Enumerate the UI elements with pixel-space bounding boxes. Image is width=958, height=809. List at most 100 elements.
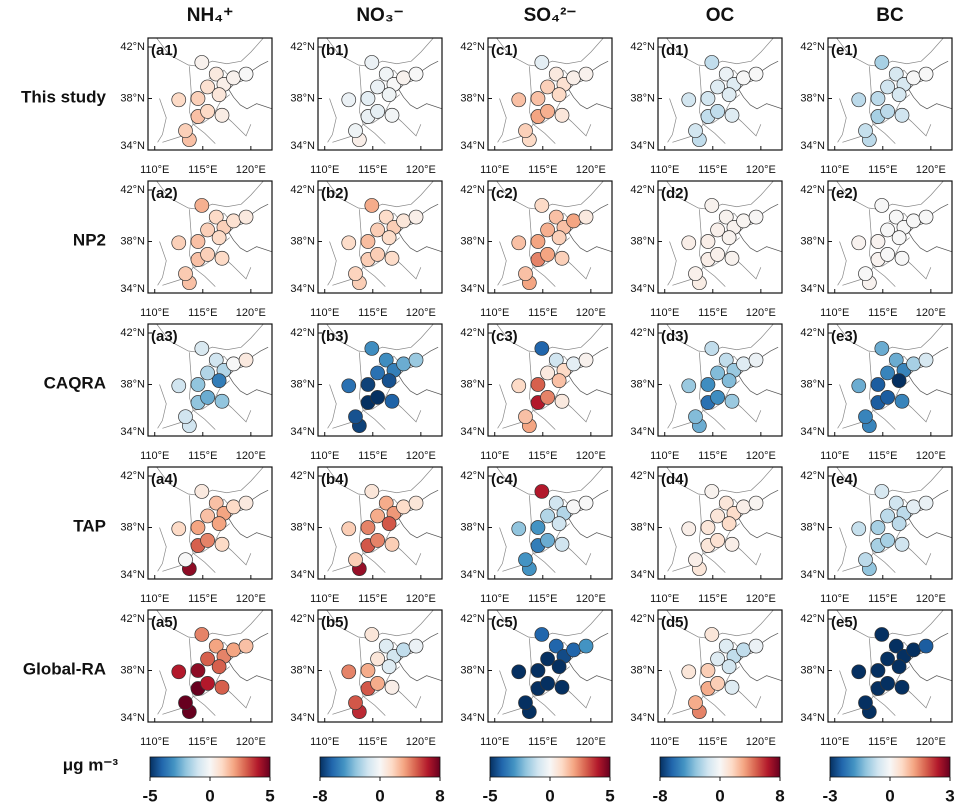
station	[200, 247, 215, 262]
station	[348, 695, 363, 711]
x-tick-label: 120°E	[576, 736, 606, 748]
colorbar-tick-label: 3	[945, 786, 954, 805]
border	[667, 384, 677, 429]
border	[702, 409, 726, 430]
station	[736, 213, 751, 229]
station	[891, 516, 907, 531]
station	[710, 104, 725, 119]
station	[540, 651, 555, 667]
map-panel: (d5) 34°N 38°N 42°N 110°E 115°E 120°E	[630, 609, 783, 748]
station	[710, 79, 725, 95]
x-tick-label: 110°E	[650, 307, 679, 319]
border	[157, 670, 167, 715]
station	[341, 378, 357, 394]
station	[551, 373, 567, 388]
station	[200, 365, 215, 381]
x-tick-label: 120°E	[576, 450, 606, 462]
station	[341, 235, 357, 251]
station	[378, 495, 394, 511]
station	[178, 552, 193, 568]
panel-frame	[487, 323, 613, 437]
station	[226, 70, 241, 86]
panel-frame	[317, 180, 443, 294]
station	[880, 508, 895, 524]
y-tick-label: 34°N	[800, 426, 825, 438]
x-tick-label: 120°E	[406, 307, 436, 319]
border	[666, 467, 774, 496]
station	[194, 627, 210, 642]
panel-frame	[317, 323, 443, 437]
y-tick-label: 38°N	[800, 378, 825, 390]
station	[200, 104, 215, 119]
station	[566, 356, 581, 372]
station	[851, 664, 867, 680]
map-panel: (c4) 34°N 38°N 42°N 110°E 115°E 120°E	[460, 466, 613, 605]
station	[681, 235, 697, 251]
station	[700, 234, 716, 249]
station	[906, 213, 921, 229]
map-panel: (c2) 34°N 38°N 42°N 110°E 115°E 120°E	[460, 180, 613, 319]
station	[906, 356, 921, 372]
y-tick-label: 42°N	[120, 327, 145, 339]
y-tick-label: 34°N	[630, 569, 655, 581]
y-tick-label: 42°N	[800, 327, 825, 339]
x-tick-label: 115°E	[528, 164, 557, 176]
border	[836, 467, 944, 496]
station	[710, 222, 725, 238]
station	[378, 352, 394, 368]
y-tick-label: 38°N	[460, 521, 485, 533]
station	[710, 508, 725, 524]
station	[851, 378, 867, 394]
column-title: NH₄⁺	[187, 5, 234, 26]
x-tick-label: 110°E	[140, 164, 169, 176]
station	[578, 352, 594, 368]
colorbar-tick-label: 0	[205, 786, 214, 805]
station	[408, 638, 424, 654]
x-tick-label: 120°E	[746, 307, 776, 319]
station	[370, 390, 385, 405]
station	[194, 341, 210, 356]
station	[918, 209, 934, 225]
x-tick-label: 120°E	[406, 593, 436, 605]
x-tick-label: 115°E	[188, 450, 217, 462]
y-tick-label: 38°N	[290, 378, 315, 390]
colorbar-tick-label: 0	[885, 786, 894, 805]
station	[688, 409, 703, 425]
station	[858, 266, 873, 282]
station	[554, 679, 570, 695]
station	[888, 352, 904, 368]
station	[880, 79, 895, 95]
station	[378, 638, 394, 654]
station	[518, 695, 533, 711]
station	[364, 55, 380, 70]
panel-frame	[317, 37, 443, 151]
x-tick-label: 115°E	[528, 593, 557, 605]
station	[724, 250, 740, 266]
station	[718, 495, 734, 511]
x-tick-label: 115°E	[188, 593, 217, 605]
panel-label: (e2)	[831, 185, 858, 202]
x-tick-label: 115°E	[528, 307, 557, 319]
y-tick-label: 38°N	[120, 92, 145, 104]
station	[408, 66, 424, 82]
column-title: OC	[706, 5, 735, 26]
border	[192, 409, 216, 430]
x-tick-label: 110°E	[140, 307, 169, 319]
station	[874, 55, 890, 70]
station	[578, 495, 594, 511]
colorbar-tick-label: -3	[822, 786, 837, 805]
map-panel: (d1) 34°N 38°N 42°N 110°E 115°E 120°E	[630, 37, 783, 176]
station	[906, 70, 921, 86]
station	[736, 356, 751, 372]
station	[518, 409, 533, 425]
x-tick-label: 120°E	[406, 450, 436, 462]
station	[540, 247, 555, 262]
station	[348, 266, 363, 282]
panel-frame	[657, 609, 783, 723]
station	[874, 627, 890, 642]
panel-frame	[827, 180, 953, 294]
x-tick-label: 120°E	[576, 164, 606, 176]
y-tick-label: 42°N	[290, 613, 315, 625]
station	[566, 70, 581, 86]
border	[192, 266, 216, 287]
